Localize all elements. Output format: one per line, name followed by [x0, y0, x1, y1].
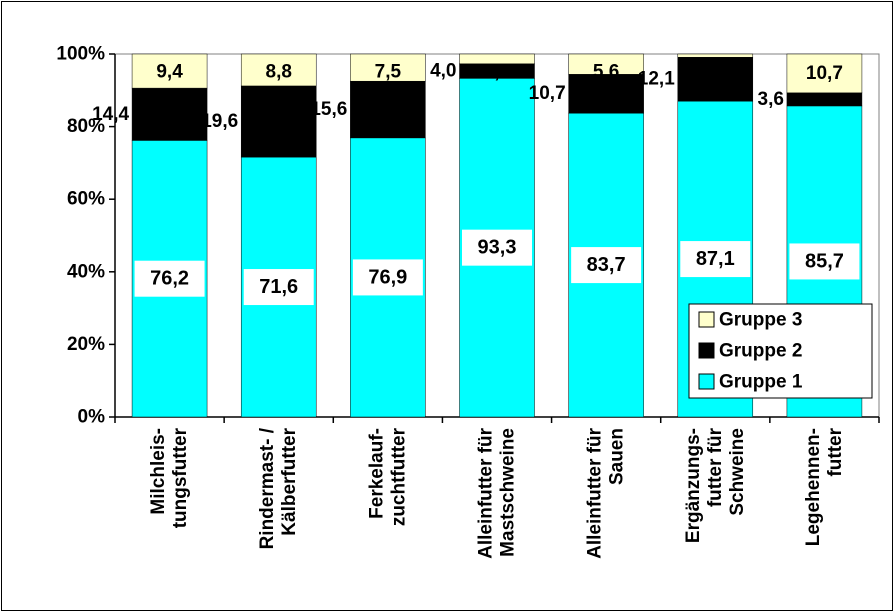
data-label-gruppe-1: 93,3	[478, 237, 517, 259]
data-label-gruppe-3: 8,8	[266, 62, 292, 83]
bar-gruppe-2	[568, 74, 644, 114]
data-label-gruppe-2: 15,6	[310, 99, 347, 120]
bar-gruppe-3	[131, 53, 208, 89]
x-category-label: Alleinfutter für	[476, 427, 497, 558]
data-label-gruppe-3: 2,7	[484, 62, 510, 83]
x-category-label: Legehennen-	[803, 428, 824, 546]
bar-gruppe-3	[240, 53, 317, 87]
data-label-bg	[571, 247, 642, 284]
bar-gruppe-3	[350, 53, 426, 82]
bar-gruppe-3	[568, 53, 644, 75]
data-label-gruppe-2: 4,0	[430, 61, 456, 82]
legend-box	[688, 303, 873, 399]
bar-gruppe-2	[677, 57, 754, 102]
y-tick-label: 40%	[67, 261, 105, 282]
bar-gruppe-2	[350, 80, 426, 139]
data-label-bg	[134, 260, 205, 297]
data-label-gruppe-3: 10,7	[806, 63, 843, 84]
data-label-gruppe-1: 71,6	[259, 276, 298, 298]
data-label-bg	[789, 243, 860, 280]
x-category-label: Milchleis-	[148, 428, 169, 515]
x-category-label: zuchtfutter	[388, 427, 409, 526]
bar-gruppe-3	[786, 53, 863, 94]
legend-swatch	[698, 342, 715, 359]
data-label-bg	[243, 269, 314, 306]
x-category-label: Mastschweine	[498, 428, 519, 557]
y-tick-label: 80%	[67, 116, 105, 137]
x-category-label: Alleinfutter für	[585, 427, 606, 558]
x-category-label: Rindermast- /	[257, 427, 278, 549]
data-label-gruppe-1: 76,2	[150, 268, 189, 290]
x-category-label: Schweine	[727, 428, 748, 516]
legend-swatch	[698, 373, 715, 390]
x-category-label: futter	[825, 427, 846, 476]
data-label-gruppe-2: 14,4	[92, 104, 129, 125]
data-label-gruppe-3: 5,6	[593, 62, 619, 83]
y-tick-label: 20%	[67, 334, 105, 355]
y-tick-label: 100%	[56, 44, 105, 65]
y-tick-label: 0%	[78, 407, 106, 428]
legend-swatch	[698, 311, 715, 328]
data-label-gruppe-1: 85,7	[805, 250, 844, 272]
legend-label: Gruppe 1	[719, 372, 803, 393]
legend-label: Gruppe 2	[719, 341, 802, 362]
data-label-gruppe-3: 0,9	[702, 62, 728, 83]
data-label-gruppe-2: 3,6	[758, 89, 784, 110]
data-label-gruppe-1: 83,7	[587, 254, 626, 276]
x-category-label: Kälberfutter	[279, 427, 300, 535]
data-label-gruppe-2: 19,6	[201, 111, 238, 132]
data-label-gruppe-2: 12,1	[638, 69, 675, 90]
x-category-label: Sauen	[607, 428, 628, 485]
bar-gruppe-3	[459, 53, 535, 65]
x-category-label: futter für	[705, 427, 726, 507]
bar-gruppe-2	[786, 92, 863, 107]
y-tick-label: 60%	[67, 189, 105, 210]
data-label-bg	[462, 229, 532, 266]
x-category-label: Ergänzungs-	[683, 428, 704, 543]
data-label-gruppe-2: 10,7	[529, 83, 566, 104]
legend-label: Gruppe 3	[719, 310, 802, 331]
data-label-bg	[352, 259, 423, 296]
data-label-gruppe-1: 76,9	[368, 266, 407, 288]
x-category-label: tungsfutter	[170, 427, 191, 528]
x-category-label: Ferkelauf-	[366, 428, 387, 519]
bar-gruppe-2	[240, 85, 317, 158]
data-label-gruppe-3: 9,4	[156, 62, 183, 83]
data-label-gruppe-3: 7,5	[375, 62, 402, 83]
bar-gruppe-3	[677, 53, 754, 58]
bar-gruppe-2	[131, 87, 208, 141]
data-label-gruppe-1: 87,1	[696, 248, 735, 270]
data-label-bg	[680, 241, 751, 278]
